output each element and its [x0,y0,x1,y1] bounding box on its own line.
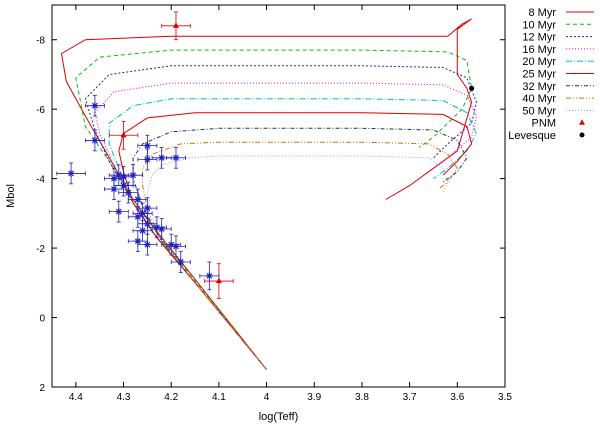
legend-label: 20 Myr [522,56,556,68]
isochrone-line-20-myr [108,98,477,370]
observation-stars [166,235,186,258]
legend-label: 40 Myr [522,93,556,105]
observation-stars [137,134,158,157]
observation-stars [108,200,129,223]
y-tick-label: 0 [39,314,45,325]
observation-stars [137,233,158,256]
legend-marker [579,132,585,138]
observation-stars [127,230,148,252]
y-tick-label: -6 [36,105,45,116]
observation-points [56,11,475,299]
observation-stars [166,146,186,169]
legend-label: 10 Myr [522,19,556,31]
isochrone-lines [60,18,477,370]
observation-stars [151,146,172,169]
legend-marker [579,119,585,125]
legend-label: PNM [532,118,556,130]
y-tick-label: -8 [36,36,45,47]
isochrone-line-40-myr [142,141,458,370]
legend-label: 8 Myr [529,7,557,19]
observation-stars [170,251,191,273]
isochrone-line-50-myr [146,155,449,370]
y-tick-label: -2 [36,244,45,255]
observation-stars [127,206,148,228]
x-tick-label: 4.3 [117,392,131,403]
legend-label: 16 Myr [522,44,556,56]
legend-label: 32 Myr [522,81,556,93]
x-tick-label: 3.5 [498,392,512,403]
x-tick-label: 4 [264,392,270,403]
isochrone-line-8-myr [60,18,473,370]
legend-label: 12 Myr [522,32,556,44]
observation-pnm [204,263,234,299]
isochrone-line-32-myr [132,127,468,370]
observation-stars [137,148,158,171]
x-tick-label: 3.6 [450,392,464,403]
x-tick-label: 3.8 [355,392,369,403]
observation-pnm [161,11,191,41]
axis-ticks: 4.4 4.3 4.2 4.1 4 3.9 3.8 3.7 3.6 3.5 -8 -6 -4 -2 0 2 [36,5,512,403]
observation-stars [84,94,105,117]
legend-label: 50 Myr [522,105,556,117]
x-axis-label: log(Teff) [259,411,299,423]
x-tick-label: 4.2 [164,392,178,403]
observation-pnm [108,120,139,150]
observation-stars [84,129,105,152]
observation-stars [151,218,172,240]
x-tick-label: 4.4 [69,392,83,403]
y-tick-label: 2 [39,383,45,394]
y-tick-label: -4 [36,175,45,186]
x-tick-label: 4.1 [212,392,226,403]
observation-levesque [469,85,475,91]
legend-label: Levesque [508,130,556,142]
isochrone-line-10-myr [75,49,473,370]
x-tick-label: 3.7 [403,392,417,403]
y-axis-label: Mbol [5,184,17,208]
isochrone-line-12-myr [84,65,477,370]
plot-frame [51,4,506,388]
observation-stars [146,216,167,239]
x-tick-label: 3.9 [307,392,321,403]
observation-stars [199,261,220,291]
legend-label: 25 Myr [522,69,556,81]
observation-stars [127,188,148,211]
observation-stars [104,178,124,200]
observation-stars [56,162,86,185]
